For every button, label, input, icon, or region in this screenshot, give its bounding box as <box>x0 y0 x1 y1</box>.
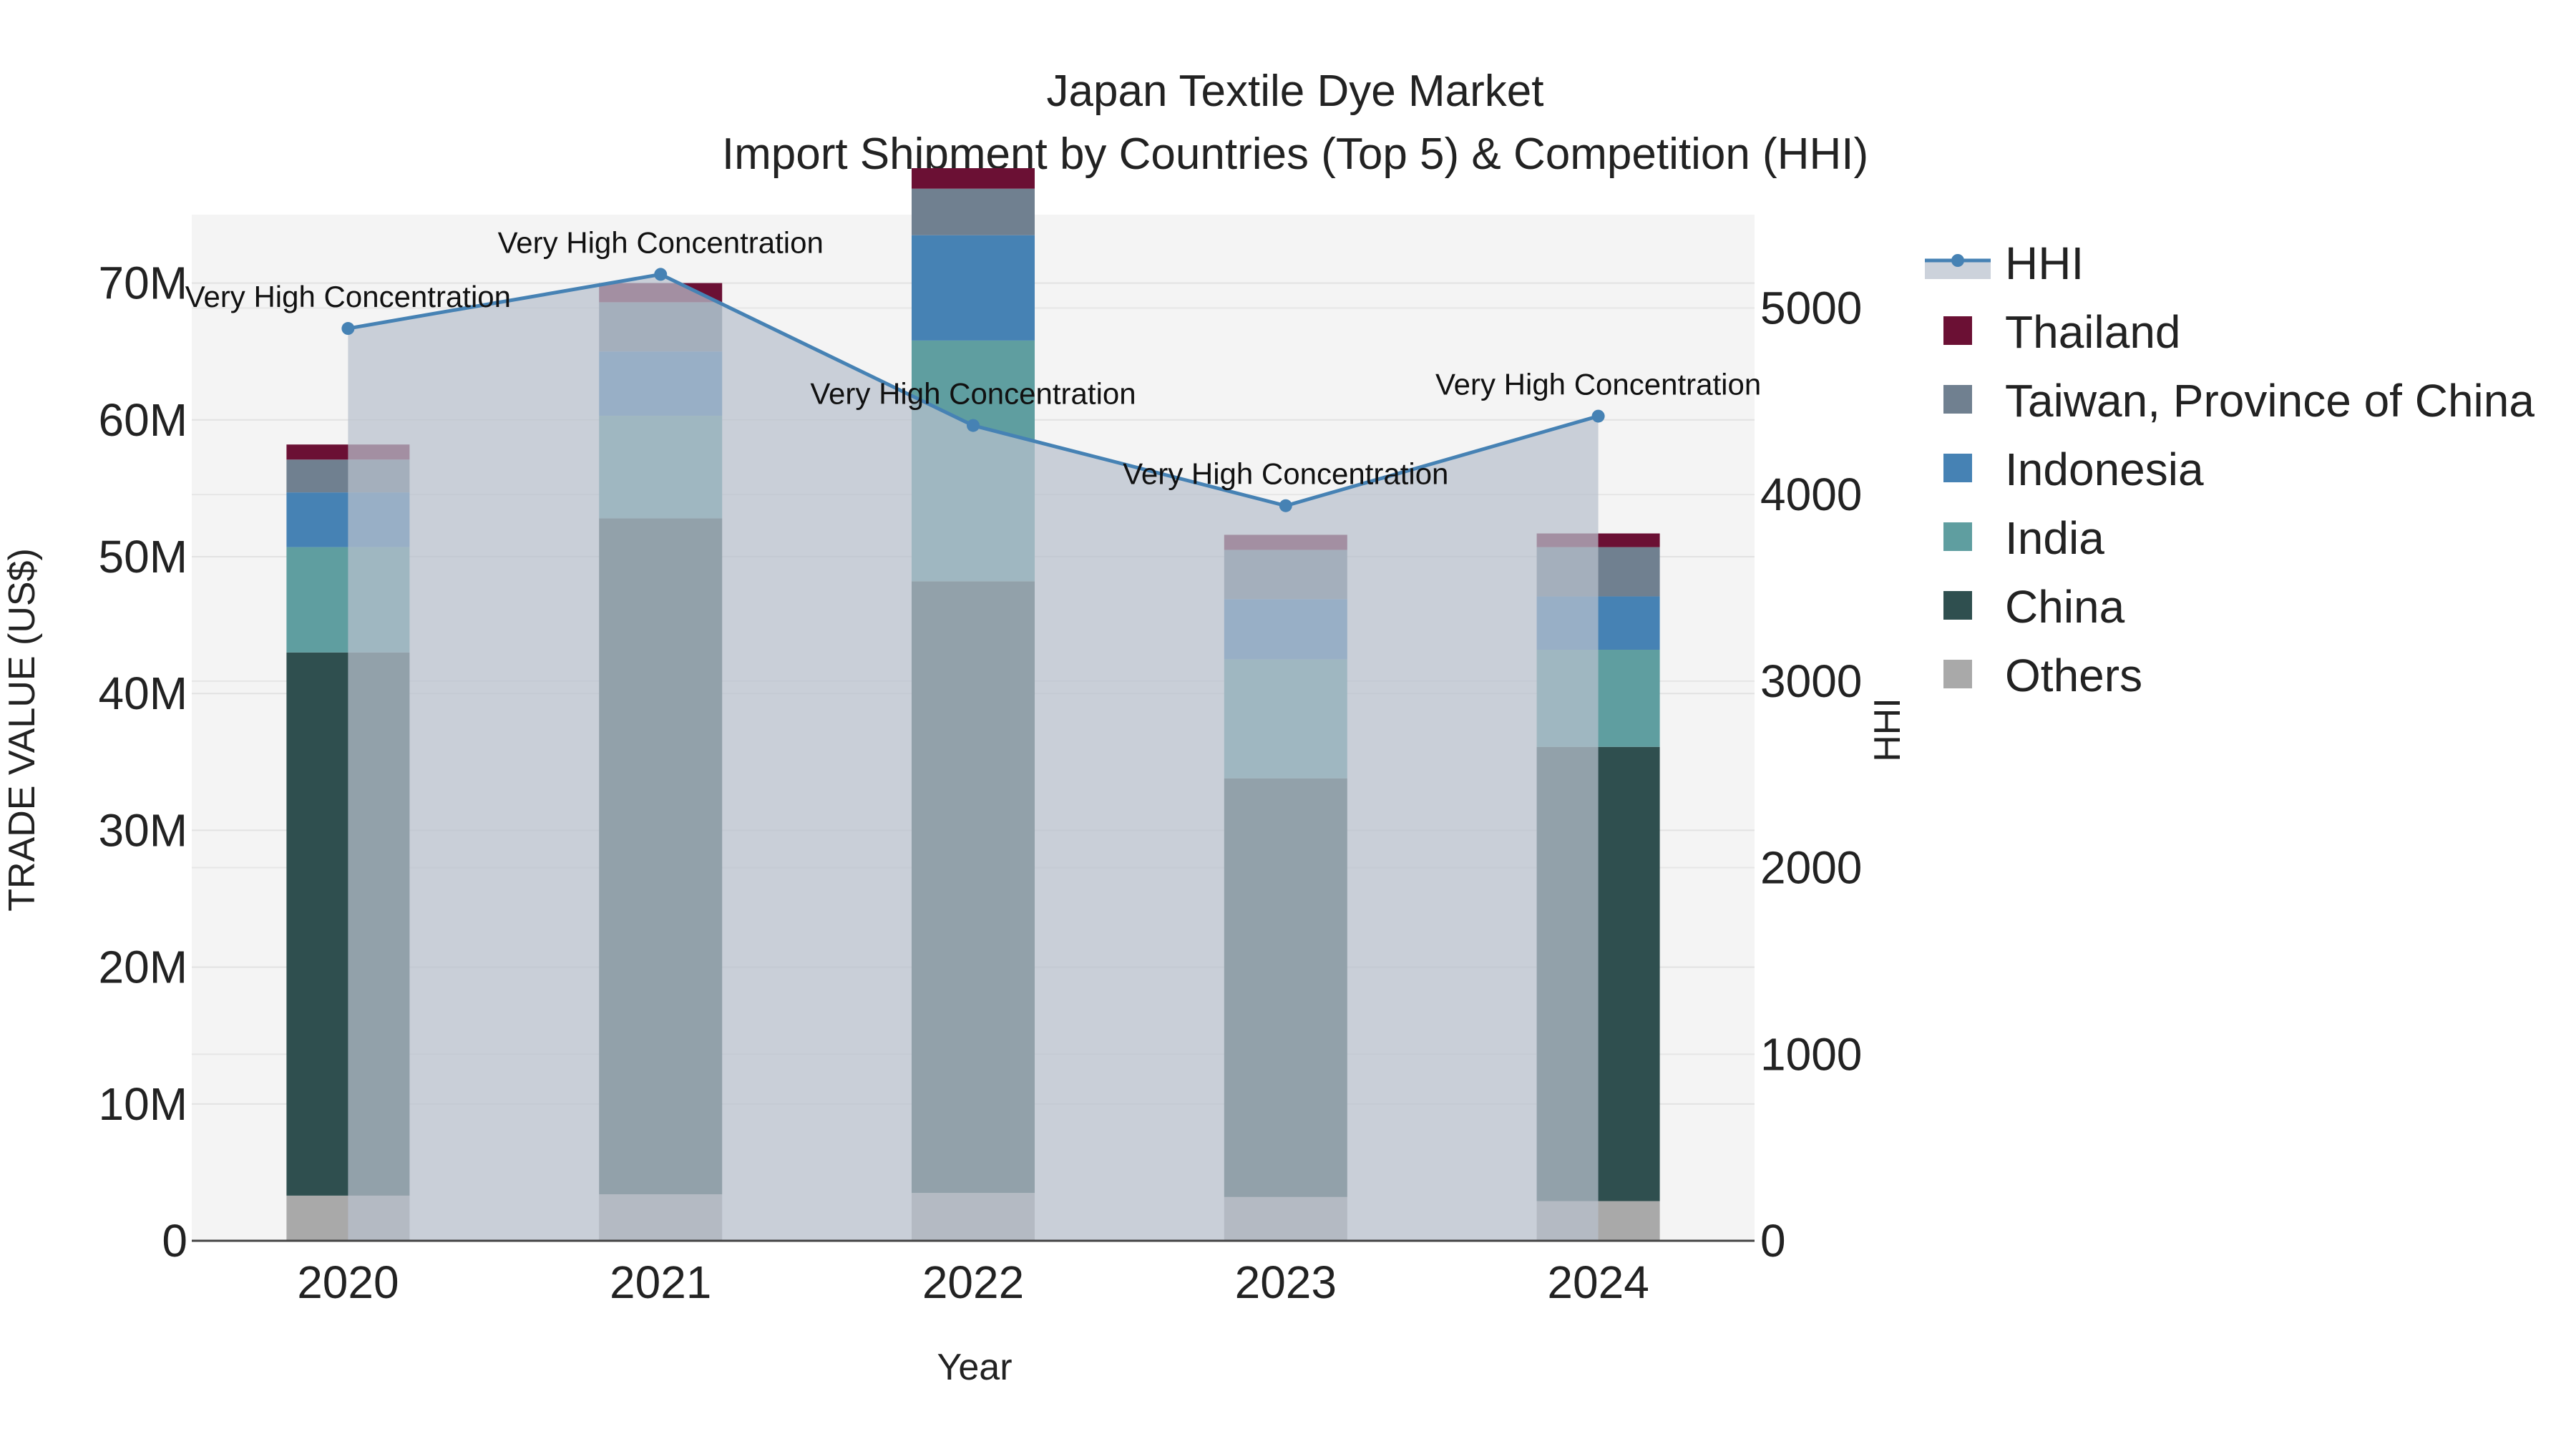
y-tick-60M: 60M <box>99 394 188 446</box>
x-tick-2024: 2024 <box>1547 1257 1649 1308</box>
x-tick-2020: 2020 <box>297 1257 399 1308</box>
y2-tick-1000: 1000 <box>1760 1028 1862 1080</box>
y-tick-0: 0 <box>162 1215 187 1267</box>
legend-swatch-hhi-marker <box>1951 254 1964 267</box>
hhi-point-2023 <box>1279 499 1292 512</box>
chart-subtitle: Import Shipment by Countries (Top 5) & C… <box>722 130 1868 179</box>
bar-taiwan-province-of-china-2022 <box>912 188 1035 235</box>
legend-label-indonesia: Indonesia <box>2005 444 2204 495</box>
legend-label-india: India <box>2005 512 2104 564</box>
legend-swatch-others <box>1943 660 1972 688</box>
y-tick-20M: 20M <box>99 942 188 993</box>
y-axis-title: TRADE VALUE (US$) <box>1 548 43 912</box>
y2-tick-2000: 2000 <box>1760 842 1862 894</box>
y-tick-50M: 50M <box>99 531 188 582</box>
x-axis-title: Year <box>937 1347 1012 1388</box>
y2-axis-title: HHI <box>1867 698 1908 762</box>
y-tick-40M: 40M <box>99 668 188 719</box>
y-tick-70M: 70M <box>99 258 188 309</box>
y-tick-10M: 10M <box>99 1078 188 1130</box>
legend-label-thailand: Thailand <box>2005 306 2181 358</box>
legend-swatch-taiwan-province-of-china <box>1943 385 1972 414</box>
y2-tick-0: 0 <box>1760 1215 1786 1267</box>
bar-thailand-2022 <box>912 167 1035 189</box>
legend-swatch-china <box>1943 591 1972 620</box>
hhi-point-2020 <box>341 322 355 336</box>
legend-label-others: Others <box>2005 650 2142 701</box>
chart-title: Japan Textile Dye Market <box>1047 67 1544 116</box>
bar-indonesia-2022 <box>912 235 1035 341</box>
y2-tick-3000: 3000 <box>1760 655 1862 707</box>
hhi-point-2024 <box>1591 409 1605 423</box>
legend-swatch-thailand <box>1943 316 1972 345</box>
hhi-point-2021 <box>654 268 668 281</box>
y-tick-30M: 30M <box>99 804 188 856</box>
hhi-annotation-2022: Very High Concentration <box>810 377 1136 411</box>
legend-label-china: China <box>2005 581 2125 633</box>
hhi-annotation-2020: Very High Concentration <box>185 280 511 313</box>
legend-swatch-india <box>1943 522 1972 551</box>
hhi-annotation-2024: Very High Concentration <box>1435 368 1761 401</box>
y2-tick-5000: 5000 <box>1760 282 1862 333</box>
legend-label-hhi: HHI <box>2005 238 2084 289</box>
x-tick-2022: 2022 <box>922 1257 1024 1308</box>
hhi-point-2022 <box>967 419 980 432</box>
x-tick-2021: 2021 <box>610 1257 711 1308</box>
legend-swatch-indonesia <box>1943 454 1972 482</box>
hhi-annotation-2021: Very High Concentration <box>498 225 824 259</box>
legend-label-taiwan-province-of-china: Taiwan, Province of China <box>2005 375 2534 426</box>
x-tick-2023: 2023 <box>1235 1257 1337 1308</box>
hhi-area <box>348 274 1599 1241</box>
y2-tick-4000: 4000 <box>1760 469 1862 520</box>
hhi-annotation-2023: Very High Concentration <box>1123 457 1448 491</box>
